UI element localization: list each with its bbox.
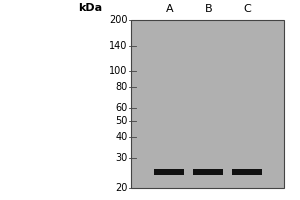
Text: 100: 100 [109, 66, 128, 76]
Bar [130, 20, 284, 188]
Text: kDa: kDa [78, 3, 102, 13]
Text: 80: 80 [115, 82, 128, 92]
Bar [194, 169, 224, 175]
Text: B: B [205, 4, 212, 14]
Text: C: C [244, 4, 251, 14]
Bar [232, 169, 262, 175]
Text: 140: 140 [109, 41, 128, 51]
Text: A: A [166, 4, 173, 14]
Text: 60: 60 [115, 103, 128, 113]
Text: 20: 20 [115, 183, 128, 193]
Bar [154, 169, 184, 175]
Text: 50: 50 [115, 116, 128, 126]
Text: 200: 200 [109, 15, 128, 25]
Text: 40: 40 [115, 132, 128, 142]
Text: 30: 30 [115, 153, 128, 163]
